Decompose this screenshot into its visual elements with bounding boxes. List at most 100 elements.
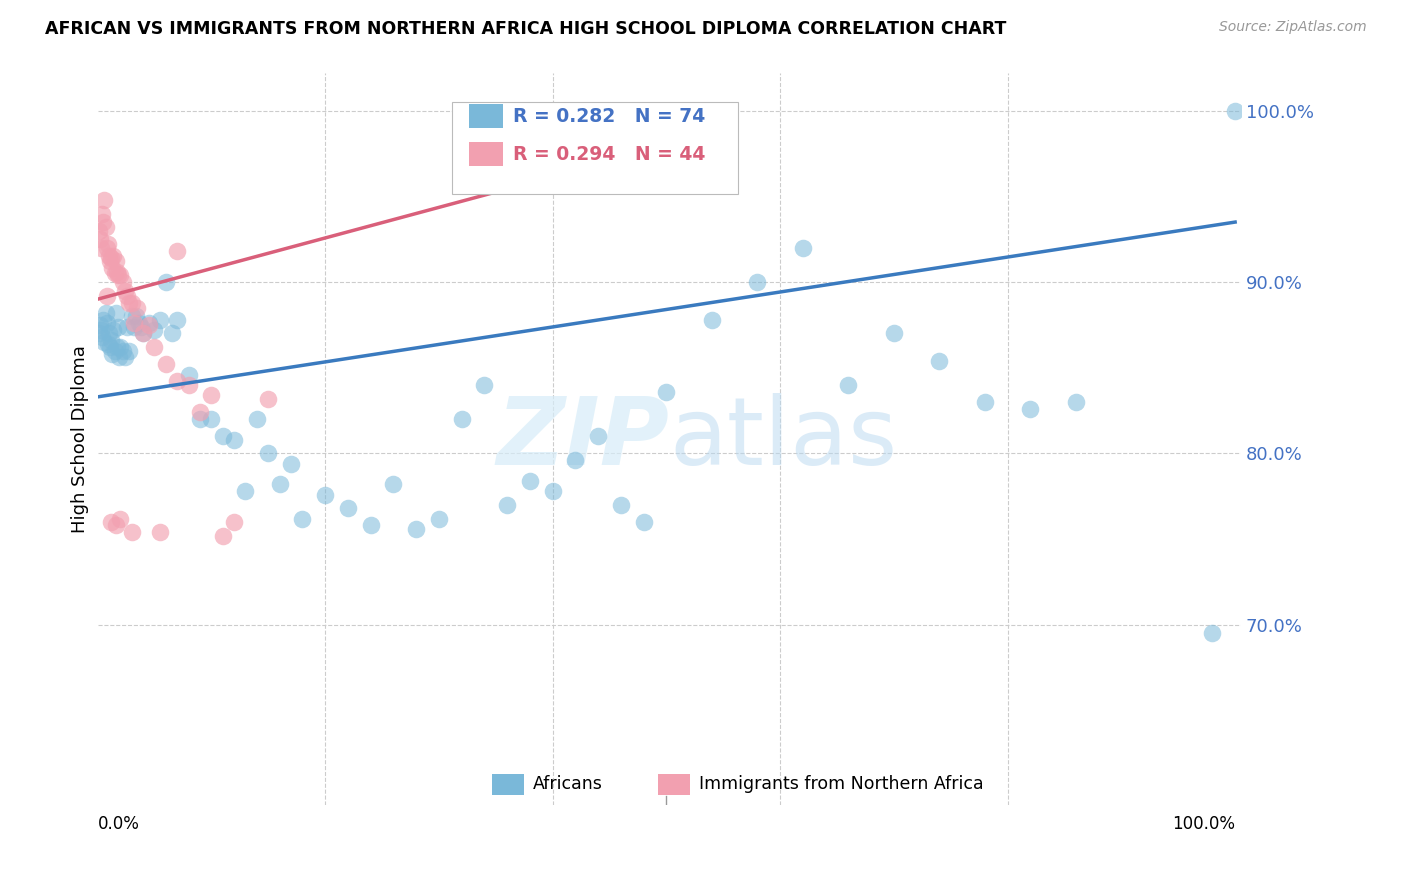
Point [114,284,136,298]
Point [166,312,188,326]
Text: ZIP: ZIP [496,392,669,485]
FancyBboxPatch shape [451,103,738,194]
Point [747,275,769,289]
Point [93,334,115,349]
Point [269,477,291,491]
Point [91,215,114,229]
Point [96,289,118,303]
Point [125,310,148,324]
Point [100,334,122,348]
Point [89,232,111,246]
Point [280,457,302,471]
Point [200,412,222,426]
Point [110,268,132,283]
Point [94,220,117,235]
Point [496,498,519,512]
Point [97,326,120,341]
Point [114,351,136,365]
Point [94,306,117,320]
Point [633,515,655,529]
Point [104,306,127,320]
Point [91,330,114,344]
Point [235,484,257,499]
Text: R = 0.294   N = 44: R = 0.294 N = 44 [513,145,704,164]
Point [427,511,450,525]
Bar [492,774,524,795]
Point [177,377,200,392]
Point [132,326,155,341]
Point [91,312,114,326]
Point [97,336,120,351]
Point [111,275,134,289]
Point [211,429,233,443]
Point [1201,626,1223,640]
Point [101,347,124,361]
Point [564,453,586,467]
Point [314,487,336,501]
Point [149,312,172,326]
Point [837,377,859,392]
Point [188,405,211,419]
Bar [470,143,503,166]
Point [246,412,269,426]
Point [107,268,129,283]
Point [336,501,359,516]
Point [1019,401,1042,416]
Point [93,193,115,207]
Point [115,319,138,334]
Point [98,254,121,268]
Point [700,312,723,326]
Point [138,318,160,332]
Point [100,515,122,529]
Point [132,326,155,341]
Point [973,395,995,409]
Text: 100.0%: 100.0% [1173,815,1234,833]
Point [104,254,127,268]
Point [166,375,188,389]
Point [360,518,382,533]
Point [122,319,145,334]
Point [655,384,678,399]
Text: Immigrants from Northern Africa: Immigrants from Northern Africa [699,775,984,793]
Point [96,241,118,255]
Point [128,316,150,330]
Point [792,241,814,255]
Bar [470,104,503,128]
Point [541,484,564,499]
Point [222,433,245,447]
Point [155,357,177,371]
Point [108,351,131,365]
Point [127,301,149,315]
Bar [658,774,690,795]
Point [928,354,950,368]
Point [450,412,472,426]
Point [143,340,166,354]
Point [291,511,314,525]
Point [166,244,188,259]
Point [110,511,132,525]
Point [211,529,233,543]
Point [89,318,111,332]
Point [586,429,609,443]
Point [118,295,141,310]
Point [90,241,112,255]
Point [103,323,125,337]
Point [222,515,245,529]
Text: 0.0%: 0.0% [97,815,139,833]
Point [122,316,145,330]
Point [177,368,200,382]
Point [405,522,427,536]
Point [111,343,134,358]
Point [104,267,127,281]
Point [610,498,633,512]
Point [1064,395,1087,409]
Point [188,412,211,426]
Text: atlas: atlas [669,392,897,485]
Point [472,377,495,392]
Point [100,251,122,265]
Point [160,326,183,341]
Point [121,525,143,540]
Point [149,525,172,540]
Point [97,237,120,252]
Point [97,249,120,263]
